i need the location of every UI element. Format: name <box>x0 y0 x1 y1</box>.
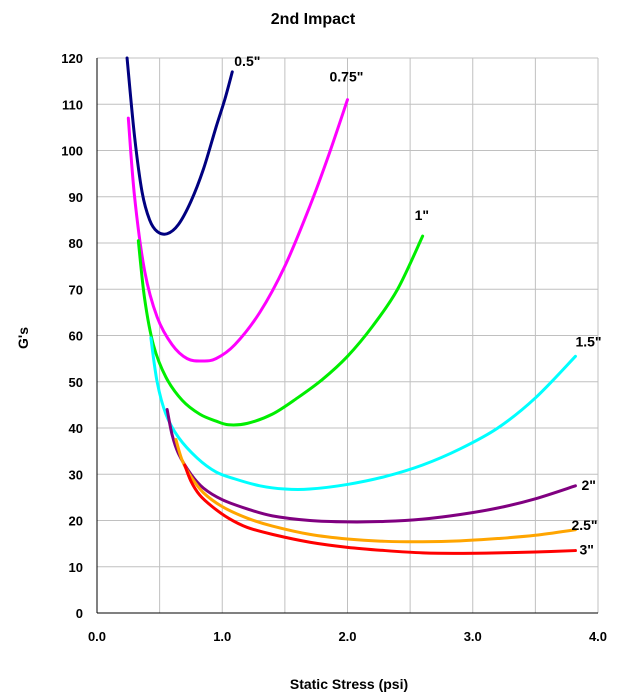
series-label: 0.75" <box>330 69 364 85</box>
y-tick-label: 100 <box>61 144 83 159</box>
y-tick-label: 90 <box>69 190 83 205</box>
y-tick-label: 40 <box>69 421 83 436</box>
y-tick-label: 120 <box>61 51 83 66</box>
series-label: 2.5" <box>571 517 597 533</box>
y-tick-label: 50 <box>69 375 83 390</box>
x-axis-tick-labels: 0.0 1.0 2.0 3.0 4.0 <box>88 629 607 644</box>
series-label: 1.5" <box>575 333 601 349</box>
y-tick-label: 20 <box>69 514 83 529</box>
y-tick-label: 110 <box>62 97 83 112</box>
y-axis-label: G's <box>15 327 31 349</box>
x-axis-label: Static Stress (psi) <box>290 676 408 692</box>
series-curve <box>126 98 349 363</box>
y-tick-label: 80 <box>69 236 83 251</box>
series-curves <box>125 56 577 555</box>
y-tick-label: 30 <box>69 467 83 482</box>
gridlines <box>96 57 599 614</box>
axes <box>96 58 598 614</box>
series-curve <box>165 408 577 524</box>
series-curve <box>149 336 577 492</box>
y-tick-label: 0 <box>76 606 83 621</box>
y-tick-label: 70 <box>69 282 83 297</box>
chart-title: 2nd Impact <box>271 11 356 28</box>
x-tick-label: 0.0 <box>88 629 106 644</box>
y-axis-tick-labels: 0 10 20 30 40 50 60 70 80 90 100 110 120 <box>61 51 83 621</box>
x-tick-label: 3.0 <box>464 629 482 644</box>
series-labels: 0.5" 0.75" 1" 1.5" 2" 2.5" 3" <box>234 53 601 558</box>
y-tick-label: 10 <box>69 560 83 575</box>
x-tick-label: 1.0 <box>213 629 231 644</box>
series-label: 3" <box>579 542 593 558</box>
series-curve <box>183 463 577 555</box>
series-curve <box>174 438 577 544</box>
x-tick-label: 4.0 <box>589 629 607 644</box>
series-label: 1" <box>415 207 429 223</box>
series-label: 0.5" <box>234 53 260 69</box>
series-label: 2" <box>581 477 595 493</box>
y-tick-label: 60 <box>69 329 83 344</box>
series-curve <box>125 56 234 236</box>
x-tick-label: 2.0 <box>338 629 356 644</box>
series-curve <box>136 234 425 427</box>
